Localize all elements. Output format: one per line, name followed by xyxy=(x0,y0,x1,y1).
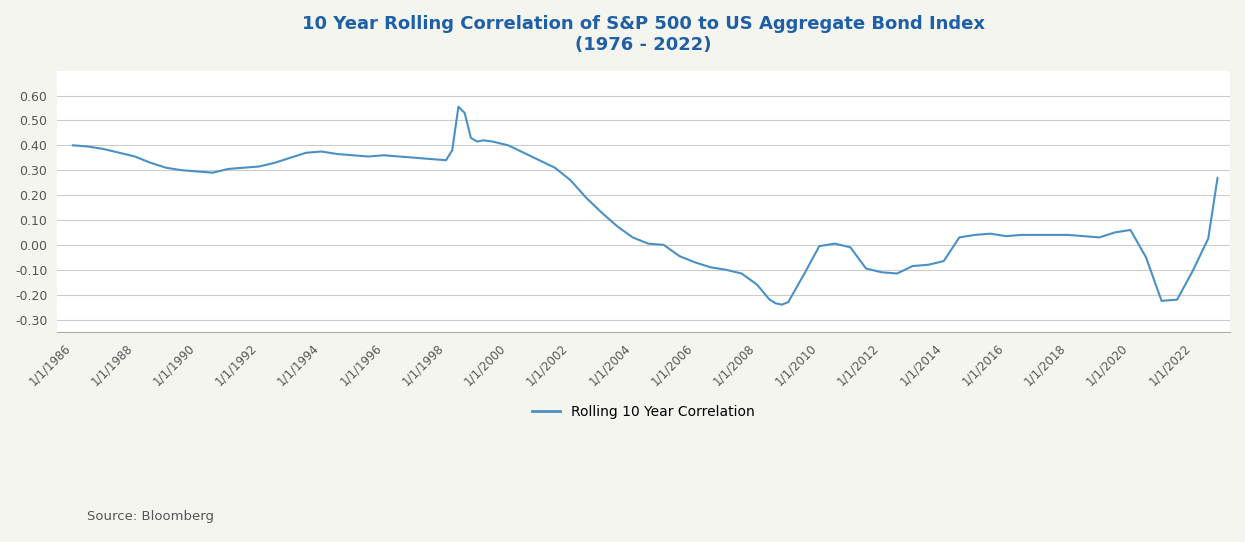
Text: Source: Bloomberg: Source: Bloomberg xyxy=(87,511,214,524)
Title: 10 Year Rolling Correlation of S&P 500 to US Aggregate Bond Index
(1976 - 2022): 10 Year Rolling Correlation of S&P 500 t… xyxy=(303,15,985,54)
Legend: Rolling 10 Year Correlation: Rolling 10 Year Correlation xyxy=(527,399,761,424)
